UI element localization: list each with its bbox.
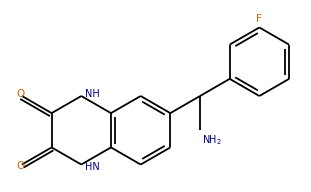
- Text: NH$_2$: NH$_2$: [202, 133, 222, 147]
- Text: NH: NH: [86, 89, 100, 99]
- Text: F: F: [257, 14, 262, 24]
- Text: HN: HN: [86, 162, 100, 172]
- Text: O: O: [16, 89, 24, 99]
- Text: O: O: [16, 161, 24, 171]
